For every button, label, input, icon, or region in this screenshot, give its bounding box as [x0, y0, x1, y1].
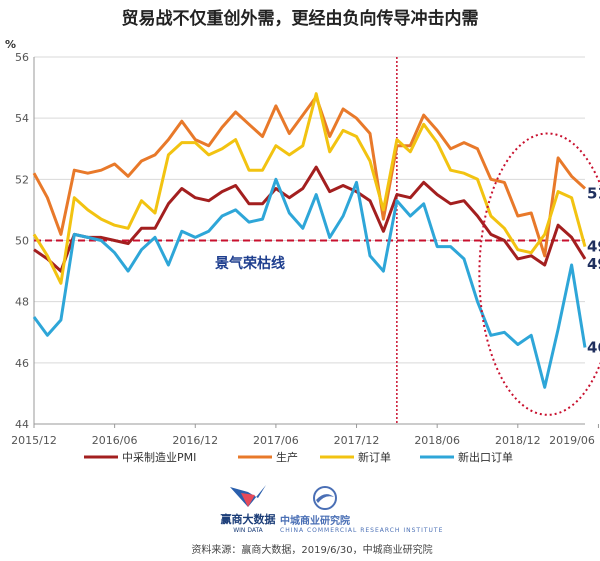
x-tick-label: 2018/12	[495, 434, 541, 447]
threshold-label: 景气荣枯线	[215, 255, 285, 272]
plot-area: 44 46 48 50 52 54 56 2015/12 2016/06 2016/12 2017…	[5, 38, 600, 447]
wind-logo-subtext: WIN DATA	[233, 527, 263, 534]
y-tick-label: 52	[15, 173, 29, 186]
x-tick-label: 2016/06	[92, 434, 138, 447]
zhongcheng-logo-subtext: CHINA COMMERCIAL RESEARCH INSTITUTE	[280, 527, 443, 534]
x-axis-ticks: 2015/12 2016/06 2016/12 2017/06 2017/12 2018/…	[11, 424, 599, 447]
series-line-1	[32, 95, 587, 258]
end-label: 49.8	[587, 238, 600, 256]
series-line-3	[32, 177, 587, 389]
end-label: 46.5	[587, 339, 600, 357]
zhongcheng-logo-icon	[313, 486, 337, 510]
x-tick-label: 2017/06	[253, 434, 299, 447]
series-lines	[32, 92, 587, 389]
x-tick-label: 2019/06	[549, 434, 595, 447]
source-note: 资料来源：赢商大数据，2019/6/30，中城商业研究院	[191, 543, 432, 556]
zhongcheng-logo-text: 中城商业研究院	[280, 514, 350, 527]
series-line-0	[33, 165, 587, 273]
series-line-2	[32, 92, 587, 285]
legend-item-label: 中采制造业PMI	[122, 450, 196, 464]
legend-item-label: 新出口订单	[458, 450, 513, 464]
legend: 中采制造业PMI 生产 新订单 新出口订单	[84, 450, 513, 464]
x-tick-label: 2018/06	[414, 434, 460, 447]
legend-item-label: 生产	[276, 450, 298, 464]
chart-title: 贸易战不仅重创外需，更经由负向传导冲击内需	[122, 8, 479, 29]
y-tick-label: 50	[15, 235, 29, 248]
end-labels: 51.7 49.849.4 46.5	[587, 185, 600, 357]
wind-logo-accent-icon	[241, 493, 255, 507]
end-label: 51.7	[587, 185, 600, 203]
x-tick-label: 2016/12	[172, 434, 218, 447]
end-label: 49.4	[587, 255, 600, 273]
zhongcheng-logo: 中城商业研究院 CHINA COMMERCIAL RESEARCH INSTIT…	[280, 486, 443, 534]
highlight-ellipse	[478, 132, 600, 416]
wind-data-logo: 赢商大数据 WIN DATA	[221, 485, 276, 534]
legend-item-label: 新订单	[358, 450, 391, 464]
wind-logo-text: 赢商大数据	[221, 512, 276, 526]
y-axis-ticks: 44 46 48 50 52 54 56	[15, 51, 29, 431]
x-tick-label: 2015/12	[11, 434, 57, 447]
x-tick-label: 2017/12	[334, 434, 380, 447]
y-axis-unit: %	[5, 38, 16, 51]
y-tick-label: 48	[15, 296, 29, 309]
y-tick-label: 56	[15, 51, 29, 64]
y-tick-label: 44	[15, 418, 29, 431]
y-tick-label: 46	[15, 357, 29, 370]
y-tick-label: 54	[15, 112, 29, 125]
